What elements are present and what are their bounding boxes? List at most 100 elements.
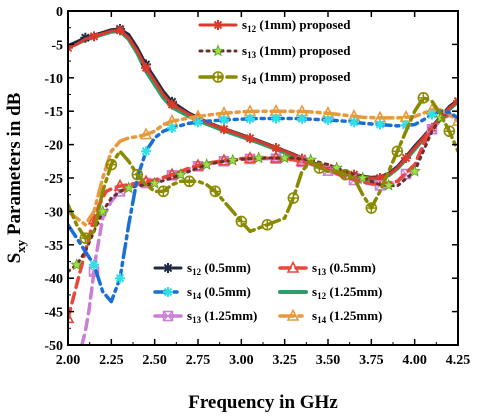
x-tick-label: 2.00 <box>56 353 81 368</box>
series-14--0-5mm- <box>68 109 458 304</box>
series-marker <box>193 117 203 128</box>
legend-top: s12 (1mm) proposed s13 (1mm) proposed s14 … <box>198 17 351 86</box>
series-marker <box>105 158 118 171</box>
series-marker <box>408 164 421 177</box>
x-tick-label: 3.75 <box>359 353 384 368</box>
legend-label: s14 (1mm) proposed <box>242 69 351 86</box>
legend-label: s13 (1.25mm) <box>187 308 257 325</box>
legend-entry: s13 (0.5mm) <box>278 260 376 277</box>
legend-entry: s13 (1mm) proposed <box>198 43 351 60</box>
series-layer <box>68 24 458 345</box>
x-tick-label: 2.50 <box>142 353 167 368</box>
legend-entry: s12 (0.5mm) <box>153 260 251 277</box>
series-marker <box>297 113 307 124</box>
y-tick-label: -35 <box>44 239 63 254</box>
series-marker <box>89 259 99 270</box>
series-marker <box>174 168 187 180</box>
legend-label: s14 (1.25mm) <box>312 308 382 325</box>
legend-marker <box>163 287 173 297</box>
series-marker <box>219 124 229 135</box>
legend-label: s12 (0.5mm) <box>187 260 251 277</box>
series-marker <box>443 125 456 138</box>
y-tick-label: -15 <box>44 105 63 120</box>
legend-marker <box>211 44 225 57</box>
series-marker <box>365 202 378 214</box>
y-tick-label: 0 <box>56 5 63 20</box>
series-marker <box>122 181 135 194</box>
series-marker <box>157 185 170 198</box>
x-axis-title: Frequency in GHz <box>188 392 338 413</box>
legend-entry: s14 (1.25mm) <box>278 308 382 325</box>
series-marker <box>141 62 151 73</box>
series-marker <box>148 176 161 189</box>
series-marker <box>209 185 222 198</box>
series-marker <box>70 258 83 271</box>
series-marker <box>349 117 359 128</box>
series-marker <box>115 25 125 36</box>
series-marker <box>427 109 437 120</box>
series-marker <box>131 168 144 181</box>
series-marker <box>141 146 151 157</box>
y-tick-label: -10 <box>44 72 63 87</box>
legend-entry: s13 (1.25mm) <box>153 308 257 325</box>
series-marker <box>261 218 274 231</box>
legend-entry: s12 (1.25mm) <box>278 284 382 301</box>
x-tick-label: 3.25 <box>272 353 297 368</box>
x-tick-label: 2.25 <box>99 353 124 368</box>
series-marker <box>167 122 177 133</box>
series-marker <box>313 162 326 174</box>
series-marker <box>115 273 125 284</box>
series-marker <box>96 204 109 217</box>
legend-marker <box>213 20 223 30</box>
series-marker <box>453 96 458 107</box>
series-marker <box>235 215 248 228</box>
y-tick-label: -20 <box>44 139 63 154</box>
series-marker <box>79 232 92 244</box>
series-marker <box>356 171 369 184</box>
series-14--1mm-proposed <box>68 92 458 244</box>
series-marker <box>278 151 291 164</box>
series-13--1mm-proposed <box>68 111 458 273</box>
series-marker <box>271 113 281 124</box>
series-marker <box>323 114 333 125</box>
series-marker <box>89 31 99 42</box>
series-marker <box>183 175 196 188</box>
legend-label: s12 (1mm) proposed <box>242 17 351 34</box>
x-tick-label: 4.25 <box>446 353 471 368</box>
series-marker <box>243 151 257 164</box>
legend-entry: s14 (0.5mm) <box>153 284 251 301</box>
x-tick-label: 3.00 <box>229 353 254 368</box>
series-marker <box>339 168 352 181</box>
series-marker <box>191 158 205 171</box>
series-marker <box>139 127 153 140</box>
series-line <box>68 109 458 304</box>
legend-entry: s14 (1mm) proposed <box>198 69 351 86</box>
legend-marker <box>286 308 300 321</box>
series-marker <box>401 152 411 163</box>
series-marker <box>200 157 213 171</box>
series-marker <box>219 114 229 125</box>
y-tick-label: -45 <box>44 306 63 321</box>
series-marker <box>167 99 177 110</box>
y-tick-label: -25 <box>44 172 63 187</box>
y-tick-label: -5 <box>51 38 63 53</box>
x-tick-label: 4.00 <box>402 353 427 368</box>
legend-entry: s12 (1mm) proposed <box>198 17 351 34</box>
series-marker <box>417 92 430 104</box>
legend-marker <box>286 260 300 273</box>
series-marker <box>245 133 255 144</box>
y-tick-label: -40 <box>44 272 63 287</box>
x-tick-label: 2.75 <box>186 353 211 368</box>
legend-marker <box>162 310 174 322</box>
legend-marker <box>163 263 173 273</box>
series-marker <box>68 311 75 324</box>
legend-marker <box>212 71 224 83</box>
series-marker <box>451 114 458 127</box>
ticks-layer: 2.00 2.25 2.50 2.75 3.00 3.25 3.50 3.75 4.00 4.25… <box>44 5 470 368</box>
x-tick-label: 3.50 <box>316 353 341 368</box>
series-marker <box>375 119 385 130</box>
series-marker <box>226 153 239 166</box>
series-marker <box>391 145 404 158</box>
series-marker <box>252 151 265 164</box>
